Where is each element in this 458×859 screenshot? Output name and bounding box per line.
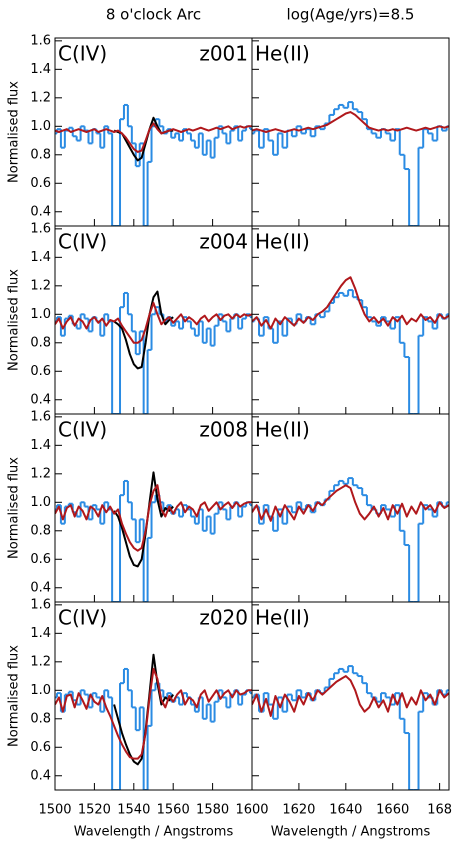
column-title: 8 o'clock Arc [106,6,201,24]
x-axis-label: Wavelength / Angstroms [271,825,431,840]
panel: 1500 1520 1540 1560 1580 1600 0.4 0.6 0.8 1.0 1.2 1… [7,597,269,839]
y-tick-label: 1.6 [30,409,51,424]
x-tick-label: 1620 [282,803,315,818]
panel: 0.4 0.6 0.8 1.0 1.2 1.4 1.6 Normalised flux C(IV… [7,409,253,603]
y-tick-label: 0.6 [30,552,51,567]
x-tick-label: 1600 [235,803,268,818]
panel-annotation: He(II) [255,418,310,442]
y-axis-label: Normalised flux [7,269,22,371]
column-title: log(Age/yrs)=8.5 [287,6,415,24]
y-tick-label: 1.2 [30,90,51,105]
panel: He(II) [251,413,450,603]
plot-area [252,665,449,790]
x-axis-label: Wavelength / Angstroms [74,825,234,840]
model-line [55,484,252,552]
y-tick-label: 1.2 [30,654,51,669]
panel: He(II) [251,225,450,415]
y-tick-label: 1.0 [30,307,51,322]
panel: 1620 1640 1660 168 Wavelength / Angstroms He(… [251,601,452,840]
y-tick-label: 0.6 [30,176,51,191]
y-axis-label: Normalised flux [7,457,22,559]
x-tick-label: 1560 [157,803,190,818]
y-tick-label: 0.4 [30,392,51,407]
y-tick-label: 1.6 [30,221,51,236]
y-tick-label: 0.4 [30,204,51,219]
panel-frame [251,601,450,791]
spectrum-riser [253,102,448,226]
plot-area [55,471,252,602]
y-tick-label: 1.6 [30,33,51,48]
model-line [252,675,449,717]
panel: 0.4 0.6 0.8 1.0 1.2 1.4 1.6 Normalised flux C(IV… [7,221,253,415]
y-tick-label: 0.8 [30,335,51,350]
x-tick-label: 1580 [196,803,229,818]
panel-annotation: He(II) [255,606,310,630]
model-line [55,667,252,760]
plot-area [252,477,449,602]
y-tick-label: 1.4 [30,626,51,641]
y-tick-label: 0.6 [30,740,51,755]
spectrum-riser [253,666,448,790]
x-tick-label: 168 [427,803,452,818]
y-tick-label: 1.0 [30,683,51,698]
y-tick-label: 1.4 [30,438,51,453]
model-line [252,484,449,522]
plot-area [252,276,449,414]
y-tick-label: 0.8 [30,711,51,726]
plot-area [55,653,252,790]
panel-annotation: C(IV) [58,606,107,630]
panel: 0.4 0.6 0.8 1.0 1.2 1.4 1.6 8 o'clock Arc Normal… [7,6,253,227]
panel-annotation: z020 [199,606,248,630]
y-tick-label: 0.6 [30,364,51,379]
y-tick-label: 0.4 [30,768,51,783]
model-line [113,290,174,370]
y-tick-label: 1.2 [30,278,51,293]
y-tick-label: 0.8 [30,523,51,538]
spectrum-riser [55,292,252,414]
panel-annotation: C(IV) [58,418,107,442]
y-tick-label: 1.4 [30,250,51,265]
panel-annotation: z001 [199,42,248,66]
y-tick-label: 1.0 [30,495,51,510]
panel-annotation: He(II) [255,42,310,66]
model-line [113,116,174,162]
y-tick-label: 0.8 [30,147,51,162]
y-tick-label: 1.6 [30,597,51,612]
plot-area [55,290,252,414]
model-line [252,276,449,330]
x-tick-label: 1500 [38,803,71,818]
spectrum-riser [55,480,252,602]
y-tick-label: 1.4 [30,62,51,77]
panel-annotation: z004 [199,230,248,254]
y-tick-label: 1.2 [30,466,51,481]
y-tick-label: 0.4 [30,580,51,595]
x-tick-label: 1660 [376,803,409,818]
panel-annotation: C(IV) [58,42,107,66]
panel-annotation: z008 [199,418,248,442]
panel-annotation: He(II) [255,230,310,254]
plot-area [252,101,449,226]
model-line [252,111,449,133]
panel-annotation: C(IV) [58,230,107,254]
spectrum-riser [55,668,252,790]
spectrum-riser [253,478,448,602]
y-axis-label: Normalised flux [7,81,22,183]
plot-area [55,103,252,226]
model-line [55,122,252,153]
x-tick-label: 1640 [329,803,362,818]
y-tick-label: 1.0 [30,119,51,134]
x-tick-label: 1520 [78,803,111,818]
x-tick-label: 1540 [117,803,150,818]
model-line [55,301,252,344]
panel: log(Age/yrs)=8.5 He(II) [251,6,450,227]
y-axis-label: Normalised flux [7,645,22,747]
spectrum-riser [253,290,448,414]
